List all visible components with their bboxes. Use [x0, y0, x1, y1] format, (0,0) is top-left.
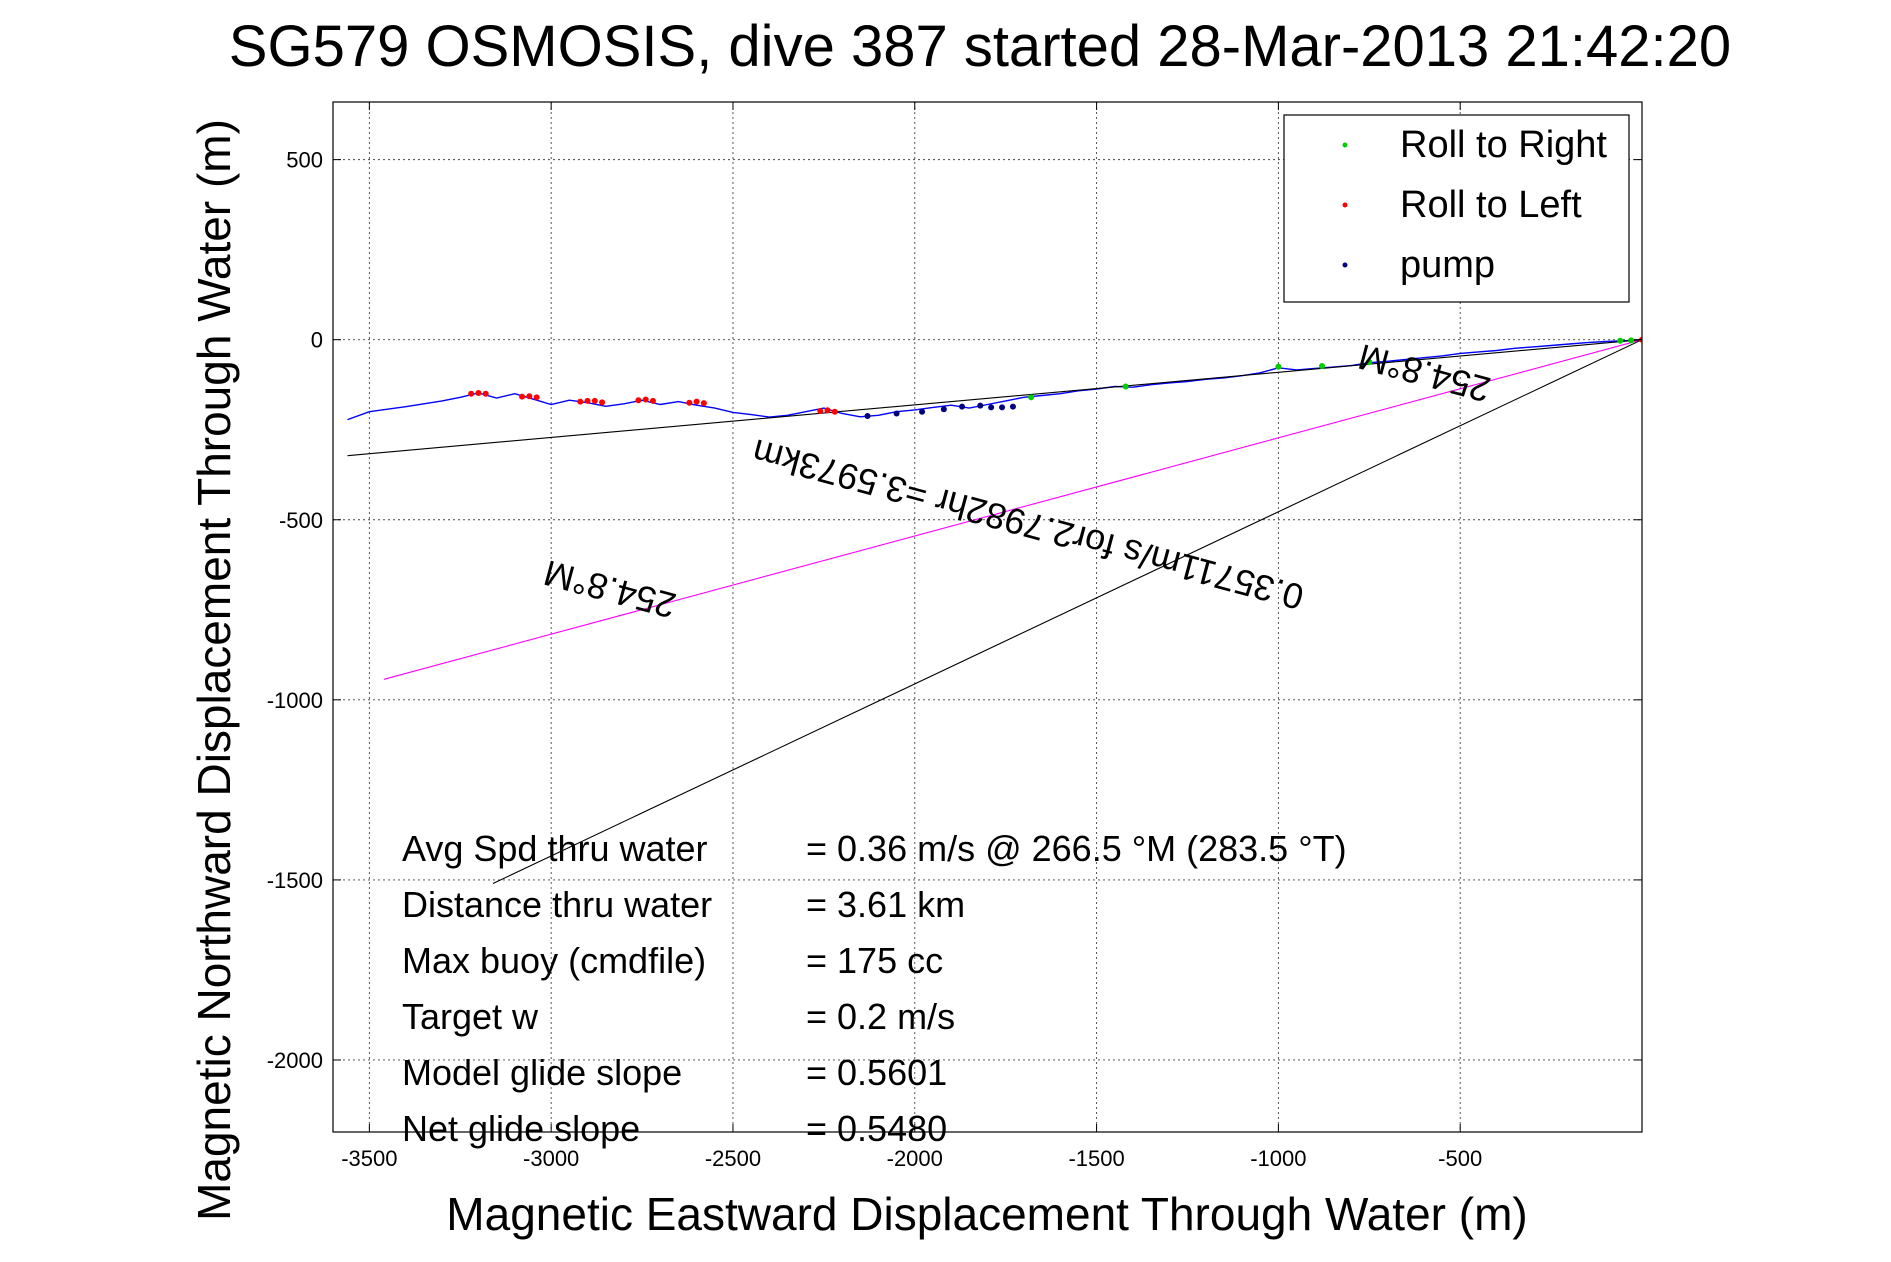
marker-pump: [919, 408, 926, 415]
stat-label: Target w: [402, 996, 539, 1037]
x-axis-title: Magnetic Eastward Displacement Through W…: [446, 1188, 1527, 1240]
stat-value: = 0.5480: [806, 1108, 947, 1149]
marker-roll-right: [1275, 363, 1282, 370]
stat-value: = 175 cc: [806, 940, 943, 981]
stat-value: = 0.5601: [806, 1052, 947, 1093]
stat-label: Net glide slope: [402, 1108, 640, 1149]
y-tick-label: 500: [286, 148, 323, 173]
marker-roll-left: [584, 397, 591, 404]
stat-label: Distance thru water: [402, 884, 712, 925]
series-heading-line: [383, 339, 1642, 680]
marker-pump: [959, 403, 966, 410]
stats-block: Avg Spd thru water = 0.36 m/s @ 266.5 °M …: [402, 828, 1347, 1149]
marker-pump: [977, 402, 984, 409]
marker-roll-right: [1028, 394, 1035, 401]
marker-roll-right: [1366, 359, 1373, 366]
stat-label: Max buoy (cmdfile): [402, 940, 706, 981]
legend-label: Roll to Right: [1400, 124, 1607, 166]
y-tick-label: -1000: [267, 688, 323, 713]
x-tick-label: -3000: [523, 1146, 579, 1171]
marker-roll-left: [482, 390, 489, 397]
stat-label: Avg Spd thru water: [402, 828, 708, 869]
x-ticks: -3500 -3000 -2500 -2000 -1500 -1000 -500: [341, 102, 1482, 1171]
marker-roll-left: [642, 396, 649, 403]
marker-roll-left: [599, 399, 606, 406]
marker-pump: [988, 404, 995, 411]
chart-title: SG579 OSMOSIS, dive 387 started 28-Mar-2…: [229, 14, 1731, 79]
series-track: [347, 339, 1642, 421]
legend-swatch: [1342, 202, 1348, 208]
marker-roll-right: [1319, 362, 1326, 369]
axes-box: [332, 101, 1643, 1133]
stat-value: = 3.61 km: [806, 884, 965, 925]
marker-roll-left: [577, 398, 584, 405]
x-tick-label: -3500: [341, 1146, 397, 1171]
y-tick-label: -1500: [267, 868, 323, 893]
marker-roll-right: [1617, 337, 1624, 344]
marker-pump: [940, 406, 947, 413]
legend-label: Roll to Left: [1400, 184, 1582, 226]
marker-roll-left: [468, 390, 475, 397]
marker-pump: [893, 410, 900, 417]
x-tick-label: -1500: [1068, 1146, 1124, 1171]
marker-roll-left: [475, 389, 482, 396]
marker-roll-left: [824, 407, 831, 414]
marker-roll-left: [831, 408, 838, 415]
series-upper-ray: [347, 339, 1642, 457]
marker-roll-left: [519, 393, 526, 400]
marker-roll-left: [686, 399, 693, 406]
marker-pump: [864, 413, 871, 420]
stat-value: = 0.2 m/s: [806, 996, 955, 1037]
marker-roll-left: [817, 408, 824, 414]
marker-layer: [468, 336, 1642, 420]
marker-roll-right: [1122, 383, 1129, 390]
y-tick-label: -500: [279, 508, 323, 533]
marker-roll-left: [700, 400, 707, 407]
y-ticks: 500 0 -500 -1000 -1500 -2000: [267, 148, 1642, 1073]
y-tick-label: 0: [311, 328, 323, 353]
x-tick-label: -500: [1438, 1146, 1482, 1171]
legend: Roll to Right Roll to Left pump: [1283, 114, 1630, 303]
x-tick-label: -2000: [887, 1146, 943, 1171]
legend-swatch: [1342, 142, 1348, 148]
stat-value: = 0.36 m/s @ 266.5 °M (283.5 °T): [806, 828, 1347, 869]
marker-pump: [999, 404, 1006, 411]
marker-roll-left: [693, 398, 700, 405]
marker-roll-left: [649, 397, 656, 404]
legend-swatch: [1342, 262, 1348, 268]
legend-label: pump: [1400, 244, 1495, 286]
x-tick-label: -1000: [1250, 1146, 1306, 1171]
marker-pump: [1009, 403, 1016, 410]
series-lower-ray: [492, 339, 1642, 884]
marker-roll-left: [526, 393, 533, 400]
marker-roll-left: [635, 397, 642, 404]
y-axis-title: Magnetic Northward Displacement Through …: [188, 119, 240, 1221]
legend-box: [1283, 114, 1630, 303]
marker-roll-left: [533, 394, 540, 401]
y-tick-label: -2000: [267, 1048, 323, 1073]
marker-roll-left: [591, 397, 598, 404]
series-layer: [347, 339, 1642, 884]
marker-roll-right: [1628, 337, 1635, 344]
x-tick-label: -2500: [705, 1146, 761, 1171]
stat-label: Model glide slope: [402, 1052, 682, 1093]
